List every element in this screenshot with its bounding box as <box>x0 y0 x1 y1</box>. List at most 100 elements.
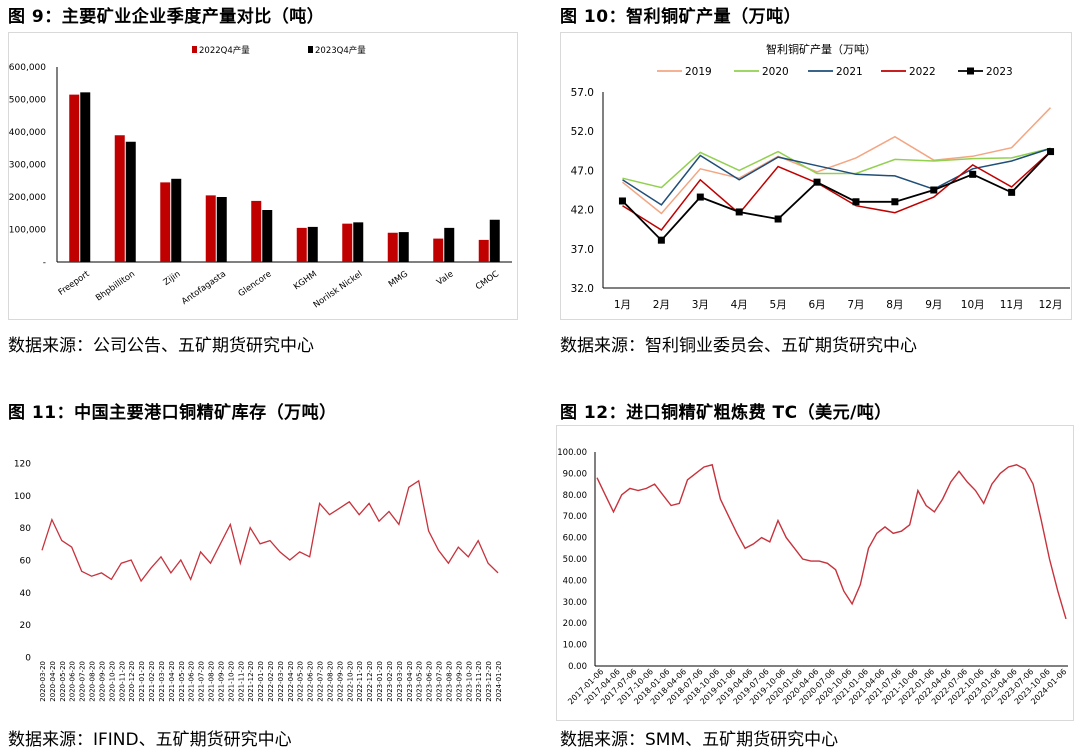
x-tick-label: 4月 <box>731 299 748 311</box>
panel-title-1: 图 9：主要矿业企业季度产量对比（吨） <box>8 7 325 27</box>
bar <box>69 94 80 262</box>
y-tick-label: 200,000 <box>9 193 46 203</box>
legend-label: 2020 <box>762 66 789 78</box>
bar <box>171 178 182 262</box>
y-tick-label: 100.00 <box>557 448 587 458</box>
x-tick-label: 2023-01-20 <box>376 661 384 702</box>
bar <box>160 182 171 262</box>
legend-label: 2023 <box>986 66 1013 78</box>
y-tick-label: 70.00 <box>563 512 587 522</box>
y-tick-label: 10.00 <box>563 641 587 651</box>
x-tick-label: 2023-07-20 <box>436 661 444 702</box>
series-marker <box>696 193 704 201</box>
x-tick-label: 6月 <box>808 299 825 311</box>
y-tick-label: 100,000 <box>9 226 46 236</box>
series-marker <box>969 170 977 178</box>
source-note-3: 数据来源：IFIND、五矿期货研究中心 <box>8 730 292 750</box>
y-tick-label: 40.00 <box>563 576 587 586</box>
x-tick-label: 2023-02-20 <box>386 661 394 702</box>
x-tick-label: 2021-01-20 <box>138 661 146 702</box>
bar <box>296 227 307 262</box>
bar <box>307 226 318 262</box>
bar <box>444 227 455 262</box>
x-tick-label: 12月 <box>1039 299 1063 311</box>
bar <box>342 223 353 262</box>
chart-frame-4 <box>556 425 1074 721</box>
bar <box>387 232 398 262</box>
x-tick-label: 2022-02-20 <box>267 661 275 702</box>
series-marker <box>930 186 938 194</box>
y-tick-label: 40 <box>20 589 32 599</box>
x-tick-label: 2023-09-20 <box>455 661 463 702</box>
legend-marker <box>967 67 974 75</box>
panel-title-2: 图 10：智利铜矿产量（万吨） <box>560 7 802 27</box>
x-tick-label: 5月 <box>770 299 787 311</box>
bar <box>433 238 444 262</box>
x-tick-label: 2020-05-20 <box>59 661 67 702</box>
x-tick-label: 2022-05-20 <box>297 661 305 702</box>
x-tick-label: 9月 <box>925 299 942 311</box>
bar <box>80 92 91 262</box>
legend-label: 2021 <box>836 66 863 78</box>
x-tick-label: 7月 <box>847 299 864 311</box>
x-tick-label: 2021-02-20 <box>148 661 156 702</box>
x-tick-label: 2020-06-20 <box>69 661 77 702</box>
x-tick-label: 2023-12-20 <box>485 661 493 702</box>
series-marker <box>852 198 860 206</box>
x-tick-label: 2020-10-20 <box>108 661 116 702</box>
x-tick-label: 2023-05-20 <box>416 661 424 702</box>
x-tick-label: 2020-03-20 <box>39 661 47 702</box>
series-line <box>596 463 1067 620</box>
x-tick-label: 2023-11-20 <box>475 661 483 702</box>
y-tick-label: 300,000 <box>9 161 46 171</box>
x-tick-label: 2022-03-20 <box>277 661 285 702</box>
x-tick-label: 3月 <box>692 299 709 311</box>
source-note-4: 数据来源：SMM、五矿期货研究中心 <box>560 730 839 750</box>
bar <box>398 232 409 262</box>
x-tick-label: 2022-09-20 <box>336 661 344 702</box>
y-tick-label: 80.00 <box>563 491 587 501</box>
y-tick-label: 0.00 <box>568 662 587 672</box>
series-marker <box>1047 148 1055 156</box>
y-tick-label: 100 <box>14 492 31 502</box>
x-tick-label: 2021-08-20 <box>208 661 216 702</box>
chart-title: 智利铜矿产量（万吨） <box>766 42 876 56</box>
y-tick-label: 20.00 <box>563 619 587 629</box>
series-line <box>622 147 1051 189</box>
x-tick-label: 2021-11-20 <box>237 661 245 702</box>
chart-frame-1 <box>8 32 518 320</box>
x-tick-label: 2月 <box>653 299 670 311</box>
source-note-1: 数据来源：公司公告、五矿期货研究中心 <box>8 336 314 356</box>
bar <box>478 239 489 262</box>
series-marker <box>1008 188 1016 196</box>
legend-swatch <box>308 46 313 53</box>
x-tick-label: 2022-04-20 <box>287 661 295 702</box>
y-tick-label: 90.00 <box>563 469 587 479</box>
bar <box>353 222 364 262</box>
x-tick-label: 2020-09-20 <box>98 661 106 702</box>
x-tick-label: 2023-08-20 <box>445 661 453 702</box>
y-tick-label: 400,000 <box>9 128 46 138</box>
x-tick-label: 2021-03-20 <box>158 661 166 702</box>
y-tick-label: 57.0 <box>571 87 594 99</box>
series-marker <box>618 197 626 205</box>
chart-frame-2 <box>560 32 1072 320</box>
y-tick-label: 47.0 <box>571 165 594 177</box>
x-tick-label: 2022-08-20 <box>326 661 334 702</box>
y-tick-label: 30.00 <box>563 598 587 608</box>
x-tick-label: 2021-04-20 <box>168 661 176 702</box>
x-tick-label: 2024-01-20 <box>495 661 503 702</box>
y-tick-label: 60 <box>20 557 32 567</box>
y-tick-label: 600,000 <box>9 63 46 73</box>
x-tick-label: 2021-05-20 <box>178 661 186 702</box>
y-tick-label: 52.0 <box>571 126 594 138</box>
series-line <box>621 150 1052 242</box>
legend-swatch <box>192 46 197 53</box>
x-tick-label: 2021-09-20 <box>217 661 225 702</box>
x-tick-label: 2022-12-20 <box>366 661 374 702</box>
x-tick-label: 2020-07-20 <box>79 661 87 702</box>
